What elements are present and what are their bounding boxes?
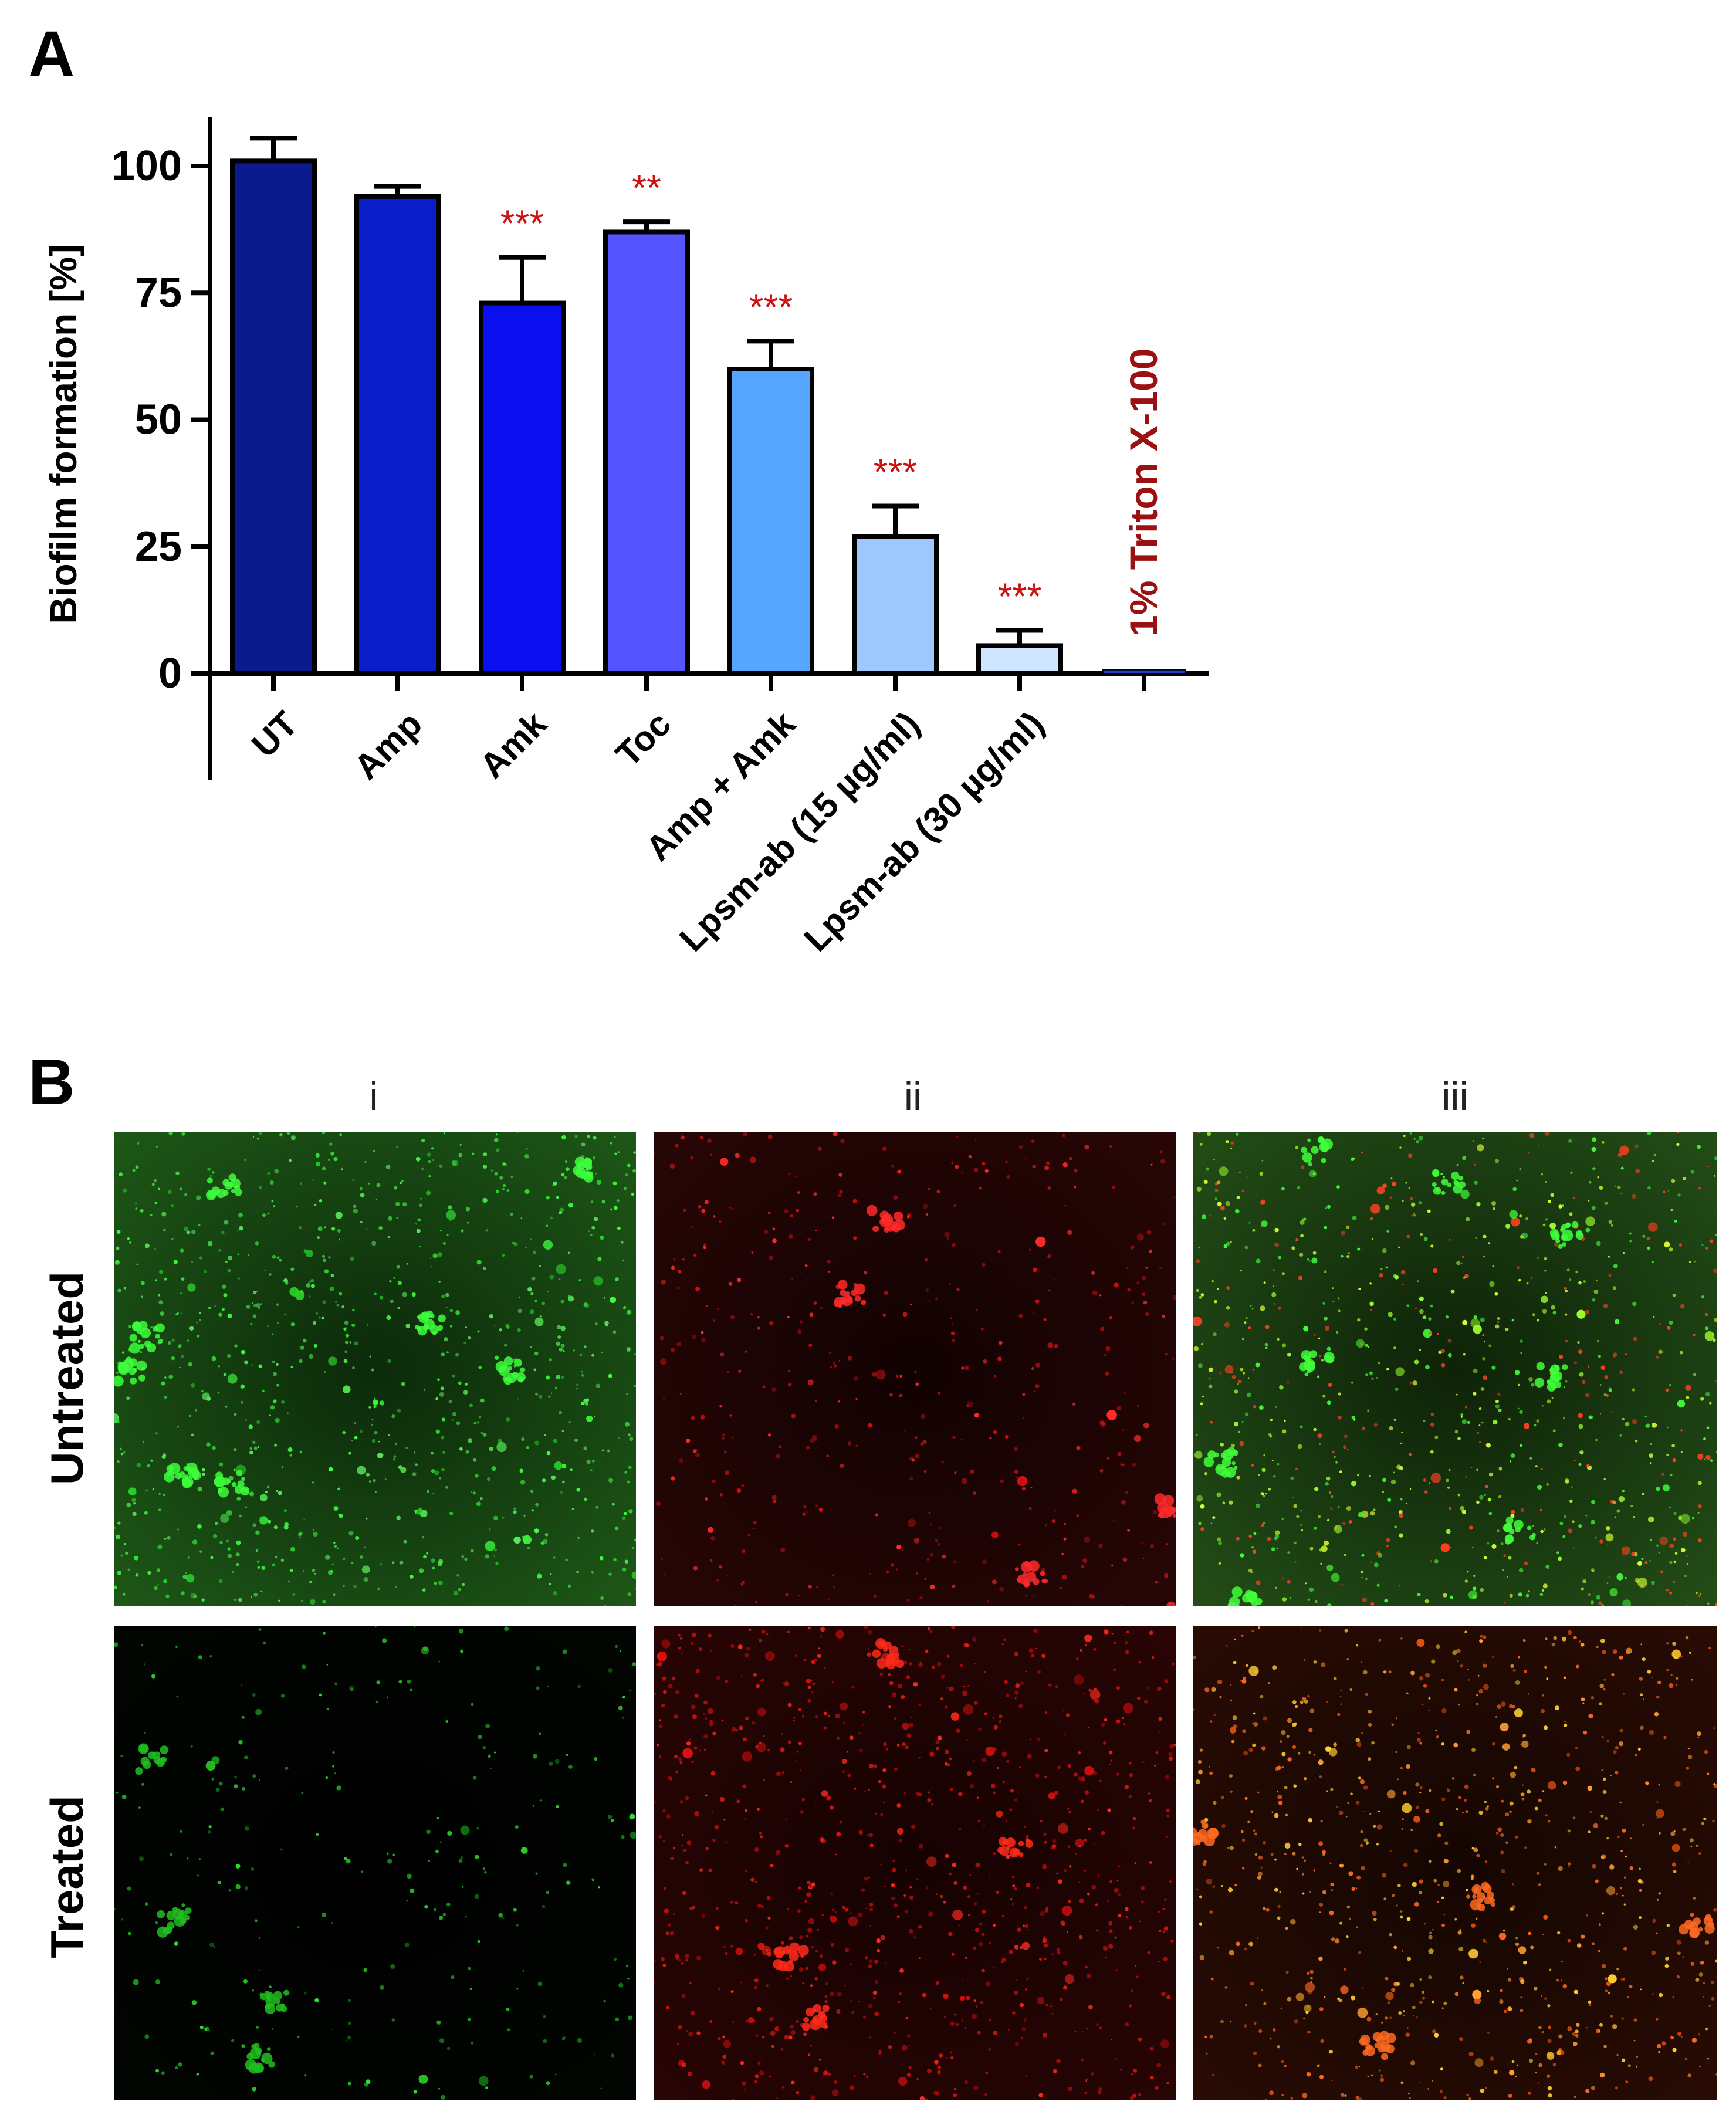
micrograph-treated-merged — [1193, 1626, 1717, 2100]
bar — [479, 300, 566, 676]
significance-marker: *** — [874, 451, 918, 493]
bar — [354, 194, 441, 676]
column-label-ii: ii — [903, 1074, 922, 1119]
y-tick-label: 25 — [135, 523, 182, 570]
significance-marker: *** — [500, 202, 544, 245]
column-label-i: i — [369, 1074, 378, 1119]
micrograph-untreated-green — [114, 1132, 636, 1606]
y-tick-label: 100 — [111, 143, 182, 189]
x-category-label: Toc — [608, 704, 679, 774]
panel-b-label: B — [28, 1046, 75, 1118]
y-axis-title: Biofilm formation [%] — [42, 244, 84, 624]
row-label-untreated: Untreated — [41, 1271, 93, 1485]
bar — [1102, 669, 1186, 675]
y-tick-label: 50 — [135, 397, 182, 444]
bar — [727, 367, 814, 676]
x-category-label: Lpsm-ab (30 µg/ml) — [796, 704, 1051, 959]
row-label-treated: Treated — [41, 1795, 93, 1958]
micrograph-treated-green — [114, 1626, 636, 2100]
column-label-iii: iii — [1441, 1074, 1468, 1119]
bar — [603, 229, 690, 676]
bar — [976, 643, 1063, 676]
x-category-label: Amp — [347, 704, 430, 787]
x-category-label: UT — [244, 704, 305, 765]
significance-marker: *** — [749, 286, 793, 328]
y-tick-label: 0 — [158, 650, 182, 697]
micrograph-untreated-merged — [1193, 1132, 1717, 1606]
x-category-label: Amk — [472, 703, 554, 786]
triton-annotation: 1% Triton X-100 — [1122, 348, 1165, 637]
bar — [230, 158, 317, 676]
y-tick-label: 75 — [135, 269, 182, 316]
bar — [852, 534, 939, 676]
significance-marker: *** — [998, 575, 1042, 617]
panel-a-label: A — [28, 18, 75, 90]
x-category-label: Lpsm-ab (15 µg/ml) — [672, 704, 927, 959]
significance-marker: ** — [632, 167, 661, 209]
bar-chart: 0 25 50 75 100 Biofilm formation [%] UT Amp *** A… — [42, 117, 1209, 959]
micrograph-untreated-red — [654, 1132, 1176, 1606]
micrograph-treated-red — [654, 1626, 1176, 2100]
